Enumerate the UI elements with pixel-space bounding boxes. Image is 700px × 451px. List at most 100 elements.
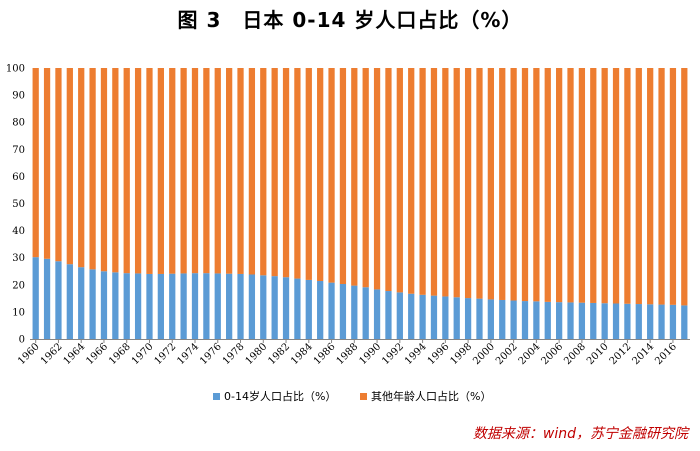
bar-young-1996	[442, 296, 449, 339]
bar-other-1963	[66, 68, 73, 265]
bar-young-1989	[362, 287, 369, 339]
bar-other-1964	[78, 68, 85, 268]
bar-young-1992	[396, 292, 403, 339]
bar-other-1975	[203, 68, 210, 274]
bar-other-1970	[146, 68, 153, 274]
x-tick-label: 1994	[403, 341, 429, 367]
x-tick-label: 1972	[153, 341, 179, 367]
bar-young-2011	[612, 303, 620, 339]
bar-other-1976	[214, 68, 221, 274]
bar-young-1990	[373, 289, 381, 339]
bar-other-2016	[669, 68, 677, 305]
bar-other-1991	[385, 68, 392, 292]
bar-young-1972	[169, 273, 176, 339]
chart-title: 图 3 日本 0-14 岁人口占比（%）	[177, 8, 523, 32]
y-tick-label: 60	[12, 172, 25, 183]
bar-other-1978	[237, 68, 244, 274]
bar-other-2004	[533, 68, 540, 302]
x-tick-label: 1978	[221, 341, 247, 367]
x-tick-label: 1998	[448, 341, 474, 367]
bar-other-1981	[271, 68, 278, 277]
x-tick-label: 2008	[562, 341, 588, 367]
legend-item-young: 0-14岁人口占比（%）	[213, 388, 336, 404]
bar-young-2016	[669, 304, 677, 339]
bar-young-1960	[32, 257, 39, 339]
bar-young-1974	[191, 273, 199, 339]
bar-other-1977	[226, 68, 233, 274]
bar-young-1979	[248, 274, 256, 339]
x-tick-label: 2000	[471, 341, 497, 367]
bar-other-1987	[339, 68, 347, 284]
x-tick-label: 1964	[62, 341, 88, 367]
bar-young-2010	[601, 303, 608, 339]
bar-other-1982	[282, 68, 290, 278]
bar-young-2001	[499, 299, 506, 339]
bar-other-1995	[430, 68, 438, 296]
x-tick-label: 2012	[608, 341, 634, 367]
bar-other-2015	[658, 68, 665, 305]
bar-young-2014	[647, 304, 654, 339]
bar-young-2015	[658, 304, 665, 339]
y-tick-label: 100	[6, 64, 25, 75]
bar-other-1969	[134, 68, 142, 274]
bar-young-1966	[100, 271, 108, 339]
bar-other-1997	[453, 68, 460, 298]
x-tick-label: 2002	[494, 341, 520, 367]
bar-other-1961	[43, 68, 51, 259]
bar-other-1989	[362, 68, 369, 288]
bar-young-2013	[635, 304, 642, 339]
bar-young-1997	[453, 297, 460, 339]
bar-other-2007	[567, 68, 574, 303]
bar-young-1962	[55, 261, 62, 339]
bar-young-1986	[328, 282, 335, 339]
bar-young-2004	[533, 301, 540, 339]
x-tick-label: 1974	[175, 341, 201, 367]
bar-other-1973	[180, 68, 187, 274]
bar-other-2017	[681, 68, 688, 306]
bar-young-1971	[157, 273, 164, 339]
bar-young-1978	[237, 273, 244, 339]
bar-young-1993	[408, 293, 415, 339]
legend-item-other: 其他年龄人口占比（%）	[360, 388, 491, 404]
bar-other-1983	[294, 68, 301, 279]
x-tick-label: 1986	[312, 341, 338, 367]
bar-young-1970	[146, 273, 153, 339]
bar-young-1985	[317, 281, 324, 339]
y-tick-label: 50	[12, 199, 25, 210]
bar-other-2001	[499, 68, 506, 300]
bar-young-1977	[226, 273, 233, 339]
x-tick-label: 1962	[39, 341, 65, 367]
x-tick-label: 2016	[653, 341, 679, 367]
x-tick-label: 2006	[539, 341, 565, 367]
bar-other-2009	[590, 68, 597, 303]
legend-label-young: 0-14岁人口占比（%）	[224, 390, 337, 403]
bar-young-2008	[578, 302, 586, 339]
bar-young-2012	[624, 303, 631, 339]
bar-other-2013	[635, 68, 642, 305]
bar-young-1963	[66, 264, 73, 339]
y-tick-label: 0	[19, 335, 25, 346]
bar-young-2009	[590, 302, 597, 339]
bar-other-2003	[521, 68, 529, 302]
bar-other-1994	[419, 68, 426, 295]
bar-other-1985	[317, 68, 324, 282]
bar-young-1982	[282, 277, 290, 339]
bar-young-1961	[43, 258, 51, 339]
bar-young-1984	[305, 279, 312, 339]
legend: 0-14岁人口占比（%） 其他年龄人口占比（%）	[0, 388, 700, 404]
bar-young-1976	[214, 273, 221, 339]
bar-young-1988	[351, 285, 358, 339]
bar-young-1987	[339, 283, 347, 339]
legend-label-other: 其他年龄人口占比（%）	[371, 390, 492, 403]
bar-other-1980	[260, 68, 267, 276]
y-tick-label: 70	[12, 145, 25, 156]
bar-other-2011	[612, 68, 620, 304]
bar-young-1981	[271, 276, 278, 339]
y-tick-label: 40	[12, 226, 25, 237]
bar-young-2003	[521, 301, 529, 339]
x-tick-label: 1988	[335, 341, 361, 367]
bar-other-2006	[556, 68, 563, 303]
bar-young-2017	[681, 305, 688, 339]
bar-other-1999	[476, 68, 483, 299]
bar-young-1969	[134, 273, 142, 339]
